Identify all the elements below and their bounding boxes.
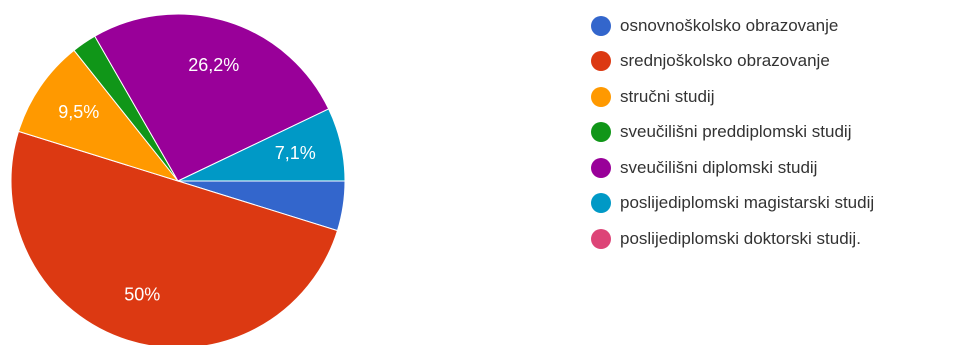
legend-label: poslijediplomski magistarski studij [620,193,875,213]
legend-swatch [591,51,611,72]
legend-swatch [591,122,611,143]
legend-label: sveučilišni diplomski studij [620,157,818,177]
legend-swatch [591,157,611,178]
pie-slice-2 [17,49,180,182]
chart-legend: osnovnoškolsko obrazovanje srednjoškolsko… [591,8,874,257]
legend-item-5: poslijediplomski magistarski studij [591,186,874,222]
legend-label: sveučilišni preddiplomski studij [620,122,852,142]
pie-slice-label-1: 50% [124,285,160,305]
pie-slice-label-5: 7,1% [275,143,316,163]
legend-swatch [591,86,611,107]
legend-label: srednjoškolsko obrazovanje [620,51,830,71]
pie-slice-4 [94,13,330,182]
legend-item-2: stručni studij [591,79,874,115]
legend-item-4: sveučilišni diplomski studij [591,150,874,186]
legend-swatch [591,228,611,249]
legend-item-1: srednjoškolsko obrazovanje [591,44,874,80]
legend-item-6: poslijediplomski doktorski studij. [591,221,874,257]
legend-label: stručni studij [620,86,715,106]
legend-swatch [591,193,611,214]
pie-slice-label-4: 26,2% [188,55,239,75]
legend-label: osnovnoškolsko obrazovanje [620,15,839,35]
pie-slice-5 [177,108,346,182]
pie-slice-1 [10,130,339,345]
legend-item-3: sveučilišni preddiplomski studij [591,115,874,151]
pie-slice-label-2: 9,5% [58,102,99,122]
legend-item-0: osnovnoškolsko obrazovanje [591,8,874,44]
legend-label: poslijediplomski doktorski studij. [620,228,861,248]
legend-swatch [591,15,611,36]
